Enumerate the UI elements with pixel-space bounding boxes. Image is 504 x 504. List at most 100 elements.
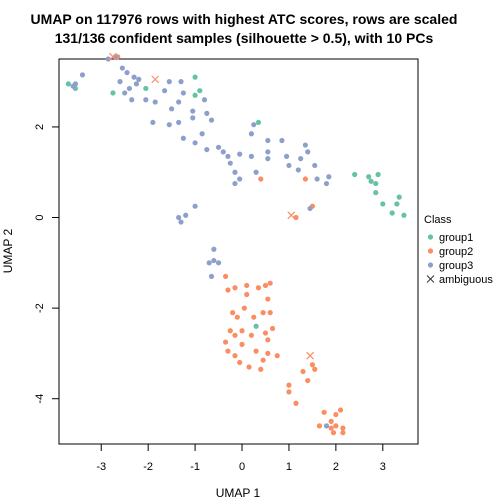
group2-point [340,425,346,431]
group3-point [131,74,137,80]
group2-point [333,411,339,418]
group3-point [314,176,320,182]
group1-point [143,85,149,92]
group2-point [286,389,292,395]
group2-point [234,314,240,320]
y-axis: -4 -2 0 2 [34,124,60,404]
group3-point [298,156,304,162]
y-axis-label: UMAP 2 [1,228,15,273]
group2-point [265,296,271,302]
group2-point [312,366,318,372]
group3-point [129,97,135,103]
group3-point [279,137,285,144]
group2-point [258,176,264,182]
group3-point [248,153,255,159]
group2-point [227,328,233,334]
group2-point [251,314,257,320]
legend: Class group1 group2 group3 ambiguous [424,214,493,286]
group3-point [124,69,130,76]
group3-point [295,167,301,173]
legend-marker-group1 [427,234,434,240]
x-tick-label: -1 [190,461,200,473]
group2-point [265,337,271,343]
group3-point [265,149,271,155]
group3-point [227,160,233,166]
group2-point [258,366,264,372]
x-axis: -3 -2 -1 0 1 2 3 [96,443,386,473]
group2-point [269,325,276,332]
group3-point [150,119,156,126]
group2-point [230,310,236,316]
group3-point [136,76,142,82]
group1-point [352,171,358,178]
group3-point [180,135,186,141]
group3-point [265,156,271,162]
group2-point [305,377,311,384]
group2-point [328,418,334,424]
group3-point [126,85,132,92]
group2-point [262,282,269,289]
group2-point [260,357,266,363]
group1-point [192,92,198,98]
group3-point [220,149,226,155]
group3-point [180,90,186,96]
group3-point [143,97,149,103]
group3-point [248,131,255,137]
group1-point [380,201,386,207]
group2-point [232,353,238,359]
ambiguous-point [306,351,314,360]
group1-point [110,90,116,96]
group3-point [286,162,292,169]
group2-point [244,282,250,289]
x-tick-label: 3 [380,461,386,473]
group3-point [152,99,158,105]
group2-point [241,305,247,311]
group3-point [192,140,198,146]
legend-label-group1: group1 [439,232,473,244]
group1-point [373,180,379,187]
legend-marker-ambiguous [426,275,435,283]
group1-point [373,190,379,196]
group2-point [316,423,323,429]
group3-point [178,219,184,225]
ambiguous-point [109,52,117,61]
group3-point [161,88,168,94]
group2-point [286,382,292,388]
group3-point [215,144,222,150]
group2-point [255,285,262,291]
x-tick-label: 0 [239,461,245,473]
group3-point [323,423,330,429]
y-tick-label: 0 [34,214,46,220]
legend-label-group3: group3 [439,260,473,272]
group3-point [302,142,308,148]
group1-point [192,74,198,80]
group2-point [260,310,266,316]
group2-point [340,430,346,436]
group3-point [312,162,318,169]
group2-point [267,310,273,316]
group3-point [237,176,243,182]
group1-point [401,212,407,218]
group3-point [183,212,189,218]
group3-point [204,146,210,153]
group3-point [326,174,332,180]
group3-point [237,151,243,157]
group3-point [199,131,205,137]
group2-point [309,362,316,368]
group3-point [305,149,311,155]
group2-point [328,425,334,431]
group1-point [375,171,381,178]
group3-point [122,90,128,96]
y-tick-label: 2 [34,124,46,130]
group3-point [211,257,217,264]
group2-point [237,359,243,366]
group2-point [225,287,231,293]
x-tick-label: 1 [286,461,292,473]
group2-point [244,291,250,298]
group2-point [232,332,238,338]
group3-point [119,65,125,71]
legend-title: Class [424,214,452,226]
group1-point [253,323,259,329]
group3-point [232,169,238,175]
group1-point [396,194,402,200]
